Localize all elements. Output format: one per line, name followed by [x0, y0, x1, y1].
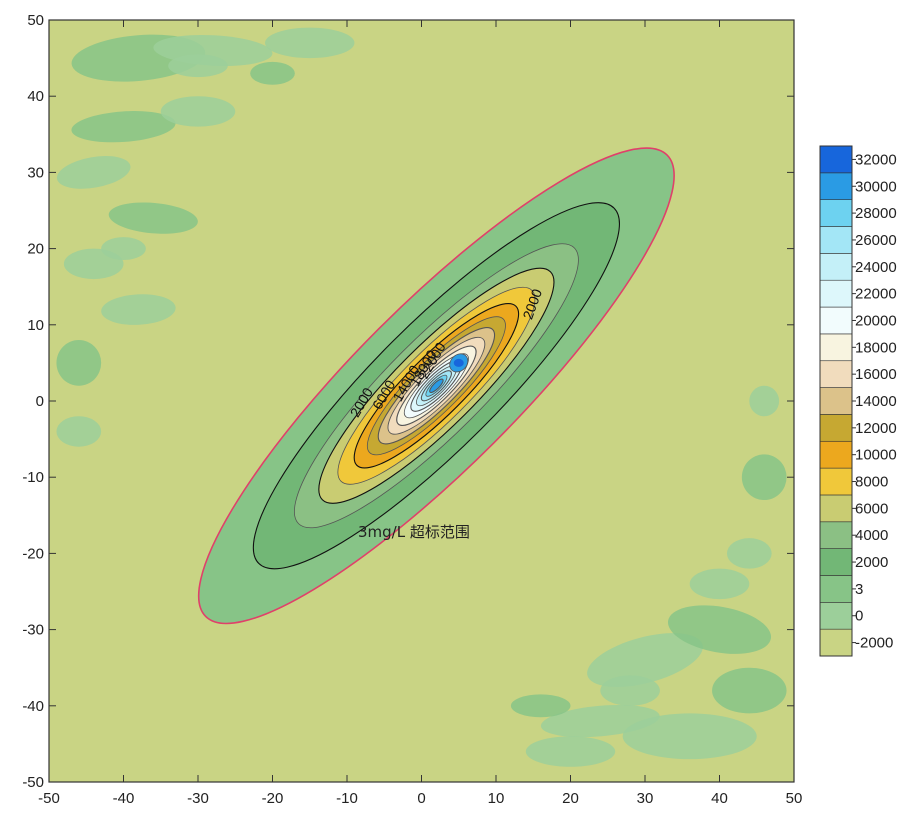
colorbar-label: 30000 [855, 178, 897, 195]
colorbar-label: 6000 [855, 500, 888, 517]
x-tick-label: 30 [637, 790, 654, 807]
background-patch [749, 385, 780, 417]
colorbar-swatch [819, 628, 853, 657]
x-tick-label: 0 [417, 790, 425, 807]
colorbar-label: 18000 [855, 339, 897, 356]
background-patch [265, 27, 355, 59]
colorbar-swatch [819, 548, 853, 576]
colorbar-swatch [819, 172, 853, 200]
colorbar-swatch [819, 494, 853, 523]
colorbar-label: 16000 [855, 366, 897, 383]
background-patch [667, 605, 772, 654]
background-patch [712, 667, 787, 714]
annotation-exceedance-range: 3mg/L 超标范围 [358, 523, 470, 541]
x-tick-label: -40 [113, 790, 135, 807]
colorbar-swatch [819, 467, 853, 496]
plume-bands [197, 147, 675, 625]
background-patch [101, 237, 146, 261]
colorbar-swatch [819, 602, 853, 630]
y-tick-label: 40 [27, 88, 44, 105]
colorbar-swatch [819, 387, 853, 415]
background-patch [741, 454, 787, 501]
x-tick-label: -20 [262, 790, 284, 807]
colorbar-label: 4000 [855, 527, 888, 544]
background-patch [160, 96, 236, 127]
colorbar-label: 10000 [855, 447, 897, 464]
y-tick-label: -50 [22, 774, 44, 791]
y-tick-label: -10 [22, 469, 44, 486]
colorbar-swatch [819, 333, 853, 362]
background-patch [587, 633, 703, 688]
contour-peak-core [453, 358, 464, 367]
colorbar-swatch [819, 575, 853, 603]
background-patch [600, 675, 660, 706]
axes: -50 -40 -30 -20 -10 0 10 20 30 40 50 -50 -40 -30 -20 -1… [22, 12, 802, 807]
background-patches [56, 27, 787, 767]
colorbar-swatch [819, 521, 853, 549]
y-tick-label: 0 [36, 393, 44, 410]
colorbar-label: 24000 [855, 259, 897, 276]
background-patch [56, 340, 102, 386]
colorbar-label: 14000 [855, 393, 897, 410]
x-tick-label: 40 [711, 790, 728, 807]
background-patch [101, 294, 176, 325]
colorbar-swatch [819, 414, 853, 442]
colorbar-swatch [819, 199, 853, 227]
colorbar-label: 8000 [855, 474, 888, 491]
contour-band [429, 378, 444, 394]
background-patch [525, 736, 616, 767]
x-tick-label: -30 [187, 790, 209, 807]
background-patch [510, 694, 571, 718]
colorbar-label: 3 [855, 581, 863, 598]
x-tick-label: 50 [786, 790, 803, 807]
colorbar-label: 0 [855, 608, 863, 625]
y-tick-label: -30 [22, 622, 44, 639]
colorbar-label: 28000 [855, 205, 897, 222]
y-tick-label: 50 [27, 12, 44, 29]
x-tick-label: 20 [562, 790, 579, 807]
x-tick-label: 10 [488, 790, 505, 807]
colorbar-swatch [819, 360, 853, 388]
background-patch [622, 713, 757, 760]
y-tick-label: 20 [27, 241, 44, 258]
colorbar-label: 12000 [855, 420, 897, 437]
colorbar: -200003200040006000800010000120001400016… [819, 145, 897, 657]
background-patch [689, 568, 750, 600]
y-tick-label: -40 [22, 698, 44, 715]
y-tick-label: 30 [27, 164, 44, 181]
colorbar-swatch [819, 279, 853, 308]
colorbar-label: 26000 [855, 232, 897, 249]
colorbar-swatch [819, 145, 853, 174]
colorbar-label: 22000 [855, 286, 897, 303]
colorbar-swatch [819, 440, 853, 469]
colorbar-swatch [819, 226, 853, 254]
x-tick-label: -10 [336, 790, 358, 807]
x-tick-label: -50 [38, 790, 60, 807]
colorbar-swatch [819, 306, 853, 335]
background-patch [726, 538, 772, 569]
y-tick-label: 10 [27, 317, 44, 334]
background-patch [108, 202, 198, 234]
colorbar-label: 20000 [855, 312, 897, 329]
background-patch [250, 61, 295, 85]
colorbar-label: -2000 [855, 635, 893, 652]
background-patch [71, 111, 176, 143]
colorbar-label: 2000 [855, 554, 888, 571]
y-tick-label: -20 [22, 545, 44, 562]
background-patch [168, 54, 228, 78]
background-patch [56, 156, 131, 189]
colorbar-swatch [819, 253, 853, 281]
background-patch [56, 416, 102, 447]
colorbar-label: 32000 [855, 151, 897, 168]
